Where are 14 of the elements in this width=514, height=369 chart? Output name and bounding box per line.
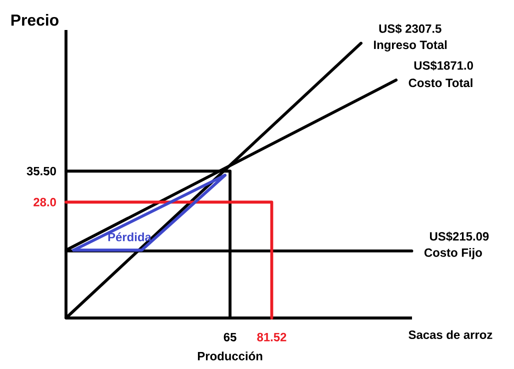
series-label: Ingreso Total	[374, 40, 447, 52]
x-axis-title: Producción	[198, 351, 262, 360]
y-axis-title: Precio	[11, 14, 58, 26]
annotation: US$215.09	[430, 232, 489, 242]
annotation: US$ 2307.5	[379, 24, 442, 34]
y-tick-label: 28.0	[34, 198, 56, 206]
y-tick-label: 35.50	[26, 166, 56, 176]
x-tick-label: 81.52	[257, 332, 286, 342]
series-label: Pérdida	[108, 232, 152, 242]
x-tick-label: 65	[224, 332, 236, 342]
series-label: Costo Total	[408, 78, 472, 88]
text: Sacas de arroz	[408, 330, 492, 340]
annotation: US$1871.0	[414, 60, 473, 71]
series-label: Costo Fijo	[424, 248, 482, 260]
